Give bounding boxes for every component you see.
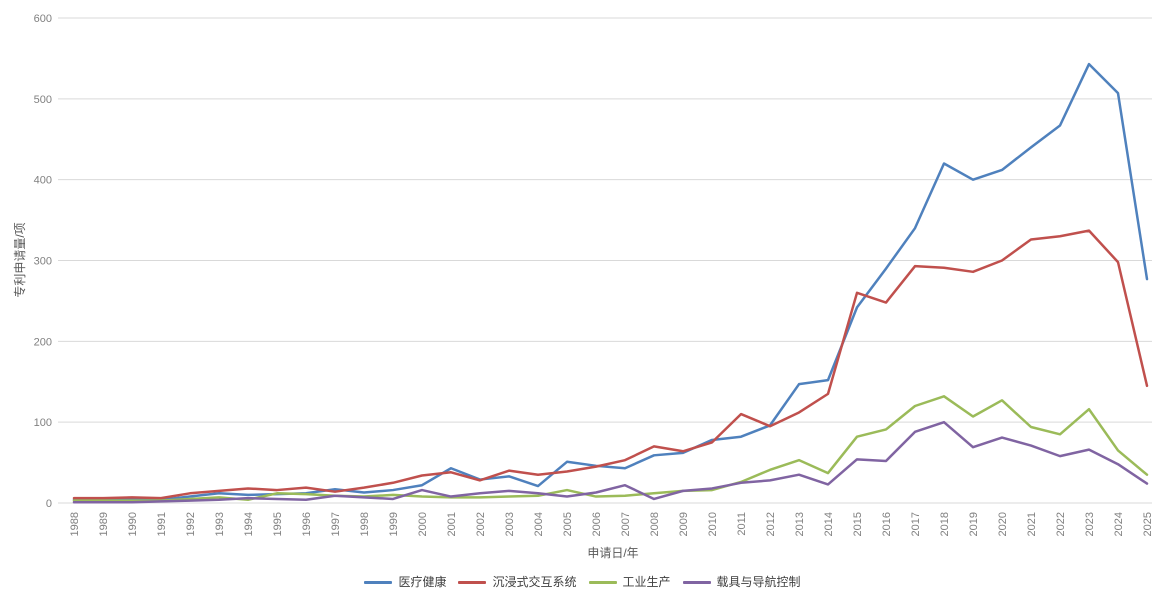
series-lines-group bbox=[72, 62, 1149, 504]
legend-label: 工业生产 bbox=[622, 575, 671, 589]
x-axis-tick-label: 2011 bbox=[736, 512, 748, 536]
x-axis-tick-label: 1988 bbox=[69, 512, 81, 536]
chart-legend: 医疗健康 沉浸式交互系统 工业生产 载具与导航控制 bbox=[0, 574, 1165, 590]
series-line-1 bbox=[72, 229, 1149, 500]
x-axis-tick-label: 2000 bbox=[417, 512, 429, 536]
legend-label: 沉浸式交互系统 bbox=[492, 575, 577, 589]
y-axis-tick-label: 200 bbox=[34, 336, 52, 348]
legend-item: 沉浸式交互系统 bbox=[458, 574, 577, 590]
x-axis-tick-label: 1996 bbox=[301, 512, 313, 536]
x-axis-tick-label: 1989 bbox=[98, 512, 110, 536]
y-axis-tick-label: 0 bbox=[46, 498, 52, 510]
x-axis-tick-label: 2012 bbox=[765, 512, 777, 536]
x-axis-tick-label: 2025 bbox=[1142, 512, 1154, 536]
y-axis-title: 专利申请量/项 bbox=[12, 222, 27, 297]
x-axis-tick-label: 1992 bbox=[185, 512, 197, 536]
legend-line-swatch bbox=[588, 580, 617, 584]
x-axis-tick-label: 2022 bbox=[1055, 512, 1067, 536]
y-axis-ticks-group: 0 100 200 300 400 500 600 bbox=[34, 13, 52, 510]
x-axis-tick-label: 2015 bbox=[852, 512, 864, 536]
y-axis-tick-label: 500 bbox=[34, 94, 52, 106]
legend-item: 医疗健康 bbox=[364, 574, 446, 590]
legend-item: 载具与导航控制 bbox=[682, 574, 801, 590]
legend-item: 工业生产 bbox=[588, 574, 671, 590]
series-line-0 bbox=[72, 62, 1149, 502]
x-axis-tick-label: 1991 bbox=[156, 512, 168, 536]
x-axis-tick-label: 2009 bbox=[678, 512, 690, 536]
x-axis-tick-label: 2024 bbox=[1113, 512, 1125, 536]
series-line-2 bbox=[72, 395, 1149, 502]
x-axis-ticks-group: 1988 1989 1990 1991 1992 1993 1994 1995 1996 1997… bbox=[69, 512, 1154, 536]
x-axis-tick-label: 1995 bbox=[272, 512, 284, 536]
x-axis-tick-label: 1998 bbox=[359, 512, 371, 536]
y-axis-tick-label: 600 bbox=[34, 13, 52, 25]
x-axis-tick-label: 2013 bbox=[794, 512, 806, 536]
x-axis-tick-label: 1990 bbox=[127, 512, 139, 536]
y-axis-tick-label: 300 bbox=[34, 256, 52, 268]
legend-line-swatch bbox=[682, 580, 711, 584]
x-axis-tick-label: 2023 bbox=[1084, 512, 1096, 536]
legend-label: 医疗健康 bbox=[398, 575, 447, 589]
x-axis-tick-label: 2005 bbox=[562, 512, 574, 536]
x-axis-tick-label: 2020 bbox=[997, 512, 1009, 536]
y-axis-tick-label: 400 bbox=[34, 175, 52, 187]
x-axis-tick-label: 2018 bbox=[939, 512, 951, 536]
x-axis-tick-label: 1999 bbox=[388, 512, 400, 536]
x-axis-tick-label: 2014 bbox=[823, 512, 835, 536]
x-axis-tick-label: 2007 bbox=[620, 512, 632, 536]
x-axis-tick-label: 2008 bbox=[649, 512, 661, 536]
x-axis-tick-label: 2019 bbox=[968, 512, 980, 536]
y-axis-tick-label: 100 bbox=[34, 417, 52, 429]
x-axis-tick-label: 2001 bbox=[446, 512, 458, 536]
x-axis-tick-label: 2010 bbox=[707, 512, 719, 536]
x-axis-tick-label: 1997 bbox=[330, 512, 342, 536]
x-axis-tick-label: 2021 bbox=[1026, 512, 1038, 536]
x-axis-tick-label: 2016 bbox=[881, 512, 893, 536]
x-axis-tick-label: 2003 bbox=[504, 512, 516, 536]
x-axis-tick-label: 2006 bbox=[591, 512, 603, 536]
x-axis-tick-label: 2017 bbox=[910, 512, 922, 536]
x-axis-tick-label: 1993 bbox=[214, 512, 226, 536]
x-axis-tick-label: 2002 bbox=[475, 512, 487, 536]
legend-line-swatch bbox=[458, 580, 487, 584]
series-line-3 bbox=[72, 420, 1149, 504]
gridlines-group bbox=[58, 17, 1152, 504]
legend-line-swatch bbox=[364, 580, 393, 584]
legend-label: 载具与导航控制 bbox=[716, 575, 801, 589]
x-axis-tick-label: 2004 bbox=[533, 512, 545, 536]
x-axis-title: 申请日/年 bbox=[587, 546, 638, 560]
x-axis-tick-label: 1994 bbox=[243, 512, 255, 536]
